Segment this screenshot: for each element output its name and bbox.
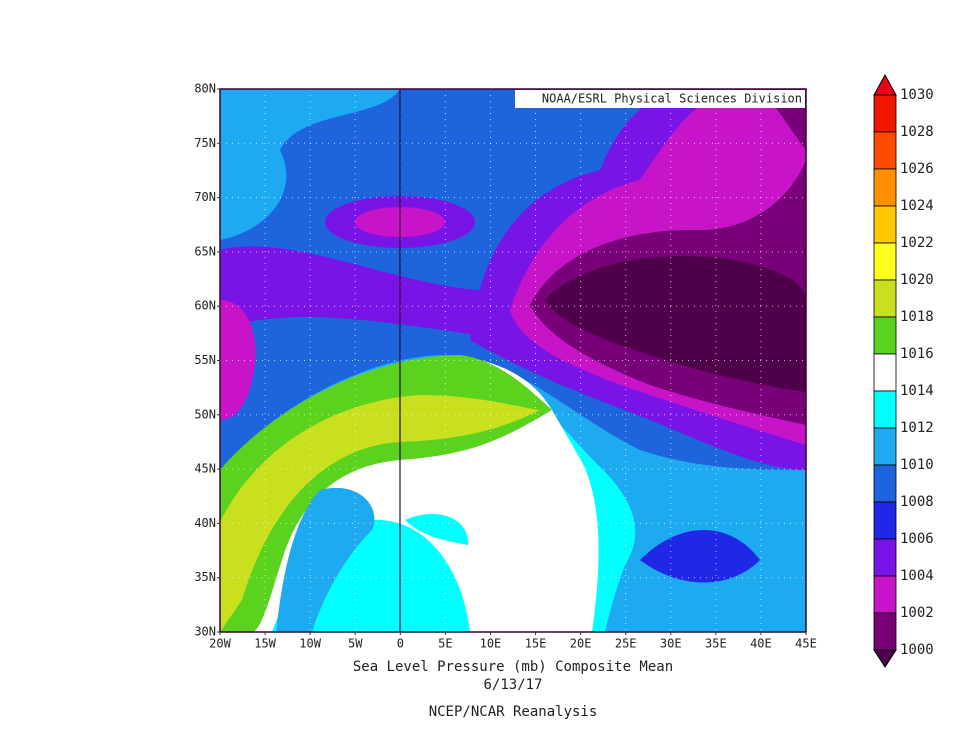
colorbar-swatch: [873, 575, 897, 614]
lat-label: 30N: [194, 625, 216, 639]
colorbar-swatch: [873, 427, 897, 466]
region: [640, 530, 760, 583]
lon-label: 10W: [299, 637, 321, 651]
colorbar-label: 1018: [900, 309, 934, 325]
lon-label: 30E: [660, 637, 682, 651]
lon-label: 20W: [209, 637, 231, 651]
colorbar-label: 1014: [900, 383, 934, 399]
lat-label: 55N: [194, 353, 216, 367]
colorbar-swatch: [873, 168, 897, 207]
colorbar-swatch: [873, 464, 897, 503]
colorbar-label: 1010: [900, 457, 934, 473]
credit-box: [515, 90, 805, 108]
colorbar-swatch: [873, 538, 897, 577]
colorbar-label: 1028: [900, 124, 934, 140]
colorbar-label: 1024: [900, 198, 934, 214]
colorbar-swatch: [873, 316, 897, 355]
colorbar-label: 1002: [900, 605, 934, 621]
region: [220, 300, 256, 420]
region: [276, 487, 375, 632]
lon-label: 20E: [570, 637, 592, 651]
colorbar-swatch: [873, 94, 897, 133]
colorbar-swatch: [873, 279, 897, 318]
colorbar-swatch: [873, 612, 897, 651]
region: [405, 514, 469, 545]
colorbar-swatch: [873, 390, 897, 429]
colorbar-label: 1006: [900, 531, 934, 547]
colorbar-label: 1020: [900, 272, 934, 288]
colorbar-label: 1026: [900, 161, 934, 177]
colorbar-label: 1012: [900, 420, 934, 436]
date: 6/13/17: [483, 677, 542, 693]
lon-label: 45E: [795, 637, 817, 651]
source: NCEP/NCAR Reanalysis: [429, 704, 598, 720]
colorbar-swatch: [873, 131, 897, 170]
lat-label: 70N: [194, 190, 216, 204]
colorbar-swatch: [873, 242, 897, 281]
lon-label: 10E: [480, 637, 502, 651]
region: [220, 89, 400, 240]
lat-label: 65N: [194, 244, 216, 258]
colorbar-swatch: [873, 501, 897, 540]
pressure-field: [220, 89, 806, 632]
lat-label: 45N: [194, 462, 216, 476]
region: [220, 395, 540, 632]
colorbar-label: 1004: [900, 568, 934, 584]
credit: NOAA/ESRL Physical Sciences Division: [542, 92, 802, 106]
lat-label: 80N: [194, 82, 216, 96]
colorbar-swatch: [873, 205, 897, 244]
lat-label: 50N: [194, 407, 216, 421]
lon-label: 40E: [750, 637, 772, 651]
lat-label: 75N: [194, 136, 216, 150]
title: Sea Level Pressure (mb) Composite Mean: [353, 659, 673, 675]
colorbar-label: 1000: [900, 642, 934, 658]
lon-label: 15E: [525, 637, 547, 651]
colorbar-cap: [873, 649, 897, 668]
colorbar: 1030 1028 1026 1024 1022 1020 1018 1016 1014 1012…: [873, 73, 934, 668]
colorbar-label: 1022: [900, 235, 934, 251]
lon-label: 35E: [705, 637, 727, 651]
lon-label: 5E: [438, 637, 452, 651]
colorbar-cap: [873, 73, 897, 96]
region: [545, 256, 806, 392]
colorbar-swatch: [873, 353, 897, 392]
colorbar-label: 1016: [900, 346, 934, 362]
lon-label: 25E: [615, 637, 637, 651]
region: [220, 246, 520, 340]
lon-label: 5W: [348, 637, 363, 651]
lon-label: 0: [397, 637, 404, 651]
lat-label: 35N: [194, 570, 216, 584]
colorbar-label: 1008: [900, 494, 934, 510]
lat-label: 60N: [194, 299, 216, 313]
lat-label: 40N: [194, 516, 216, 530]
colorbar-label: 1030: [900, 87, 934, 103]
lon-label: 15W: [254, 637, 276, 651]
